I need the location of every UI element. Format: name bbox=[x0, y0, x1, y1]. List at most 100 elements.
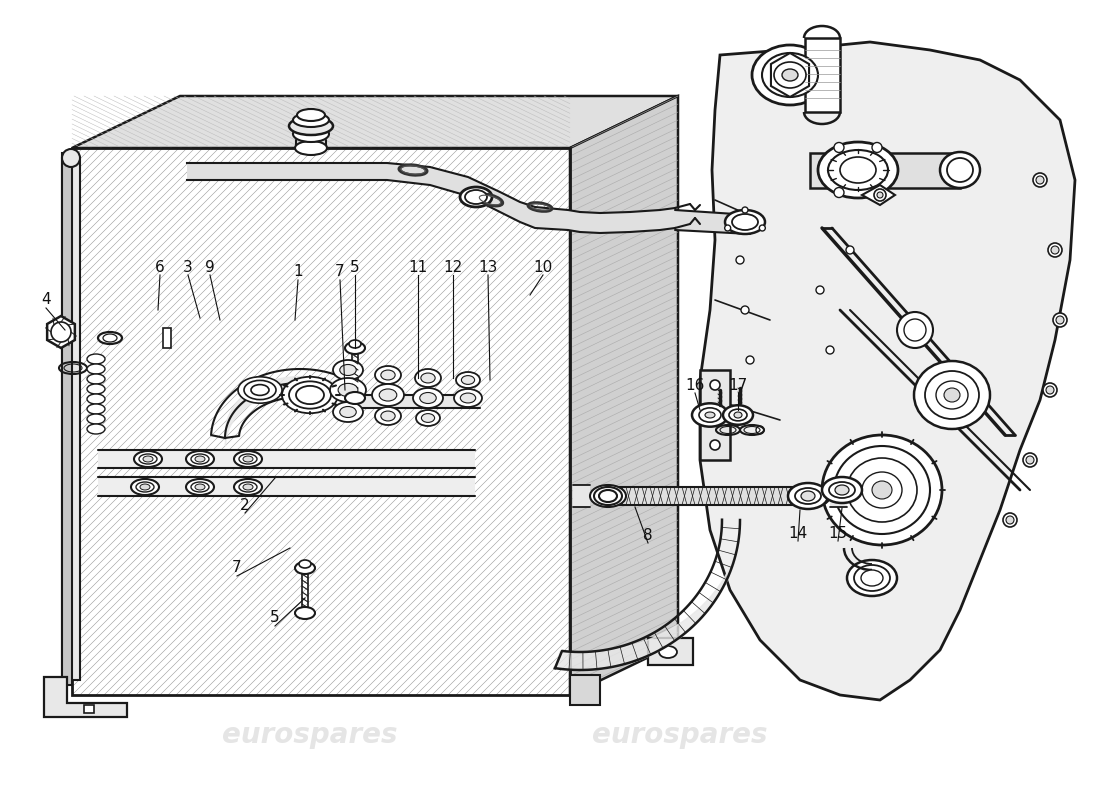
Polygon shape bbox=[187, 163, 675, 233]
Circle shape bbox=[741, 306, 749, 314]
Ellipse shape bbox=[143, 456, 153, 462]
Ellipse shape bbox=[421, 414, 434, 422]
Ellipse shape bbox=[333, 402, 363, 422]
Ellipse shape bbox=[840, 157, 876, 183]
Ellipse shape bbox=[725, 210, 764, 234]
Text: eurospares: eurospares bbox=[222, 721, 398, 749]
Ellipse shape bbox=[454, 389, 482, 407]
Ellipse shape bbox=[186, 479, 214, 495]
Ellipse shape bbox=[914, 361, 990, 429]
Polygon shape bbox=[618, 487, 808, 505]
Bar bbox=[72, 148, 570, 695]
Circle shape bbox=[1003, 513, 1018, 527]
Circle shape bbox=[742, 207, 748, 213]
Text: 5: 5 bbox=[271, 610, 279, 626]
Ellipse shape bbox=[87, 384, 104, 394]
Ellipse shape bbox=[828, 150, 888, 190]
Text: 11: 11 bbox=[408, 259, 428, 274]
Circle shape bbox=[1026, 456, 1034, 464]
Ellipse shape bbox=[412, 388, 443, 408]
Text: 13: 13 bbox=[478, 259, 497, 274]
Ellipse shape bbox=[861, 570, 883, 586]
Ellipse shape bbox=[416, 410, 440, 426]
Text: 15: 15 bbox=[828, 526, 848, 541]
Ellipse shape bbox=[803, 490, 821, 502]
Circle shape bbox=[756, 426, 764, 434]
Polygon shape bbox=[810, 153, 960, 188]
Bar bbox=[84, 705, 94, 713]
Polygon shape bbox=[700, 42, 1075, 700]
Ellipse shape bbox=[723, 406, 754, 425]
Ellipse shape bbox=[238, 377, 282, 403]
Ellipse shape bbox=[460, 187, 492, 207]
Ellipse shape bbox=[818, 142, 898, 198]
Ellipse shape bbox=[139, 454, 157, 464]
Ellipse shape bbox=[340, 406, 356, 418]
Ellipse shape bbox=[774, 62, 806, 88]
Circle shape bbox=[816, 286, 824, 294]
Ellipse shape bbox=[788, 483, 828, 509]
Ellipse shape bbox=[134, 451, 162, 467]
Ellipse shape bbox=[87, 354, 104, 364]
Ellipse shape bbox=[251, 385, 270, 395]
Ellipse shape bbox=[345, 342, 365, 354]
Ellipse shape bbox=[338, 383, 358, 397]
Ellipse shape bbox=[732, 214, 758, 230]
Circle shape bbox=[1023, 453, 1037, 467]
Ellipse shape bbox=[782, 69, 797, 81]
Polygon shape bbox=[98, 450, 475, 468]
Ellipse shape bbox=[244, 380, 276, 400]
Ellipse shape bbox=[822, 477, 862, 503]
Ellipse shape bbox=[289, 117, 333, 135]
Ellipse shape bbox=[333, 360, 363, 380]
Circle shape bbox=[736, 256, 744, 264]
Ellipse shape bbox=[103, 334, 117, 342]
Polygon shape bbox=[340, 395, 480, 408]
Ellipse shape bbox=[590, 485, 626, 507]
Ellipse shape bbox=[834, 446, 929, 534]
Text: eurospares: eurospares bbox=[393, 476, 568, 504]
Ellipse shape bbox=[295, 607, 315, 619]
Polygon shape bbox=[700, 370, 730, 460]
Polygon shape bbox=[62, 158, 80, 680]
Ellipse shape bbox=[872, 481, 892, 499]
Ellipse shape bbox=[798, 487, 826, 505]
Circle shape bbox=[1053, 313, 1067, 327]
Circle shape bbox=[925, 385, 955, 415]
Ellipse shape bbox=[349, 340, 361, 348]
Polygon shape bbox=[675, 210, 750, 234]
Polygon shape bbox=[573, 485, 590, 507]
Text: 1: 1 bbox=[294, 265, 302, 279]
Ellipse shape bbox=[415, 369, 441, 387]
Ellipse shape bbox=[854, 565, 890, 591]
Ellipse shape bbox=[600, 490, 617, 502]
Bar bbox=[163, 328, 170, 348]
Ellipse shape bbox=[234, 451, 262, 467]
Ellipse shape bbox=[98, 332, 122, 344]
Polygon shape bbox=[72, 96, 678, 148]
Ellipse shape bbox=[195, 456, 205, 462]
Ellipse shape bbox=[381, 370, 395, 380]
Ellipse shape bbox=[947, 158, 974, 182]
Ellipse shape bbox=[729, 409, 747, 421]
Ellipse shape bbox=[847, 560, 896, 596]
Circle shape bbox=[759, 225, 766, 231]
Text: eurospares: eurospares bbox=[92, 476, 267, 504]
Circle shape bbox=[1036, 176, 1044, 184]
Text: 7: 7 bbox=[232, 561, 242, 575]
Polygon shape bbox=[44, 677, 127, 717]
Ellipse shape bbox=[594, 487, 621, 505]
Ellipse shape bbox=[293, 113, 329, 127]
Ellipse shape bbox=[87, 364, 104, 374]
Text: 2: 2 bbox=[240, 498, 250, 513]
Text: 14: 14 bbox=[789, 526, 807, 541]
Circle shape bbox=[846, 246, 854, 254]
Ellipse shape bbox=[195, 484, 205, 490]
Text: 3: 3 bbox=[183, 259, 192, 274]
Ellipse shape bbox=[944, 388, 960, 402]
Ellipse shape bbox=[835, 485, 849, 495]
Ellipse shape bbox=[295, 141, 327, 155]
Ellipse shape bbox=[794, 485, 830, 507]
Text: 9: 9 bbox=[205, 259, 214, 274]
Ellipse shape bbox=[295, 562, 315, 574]
